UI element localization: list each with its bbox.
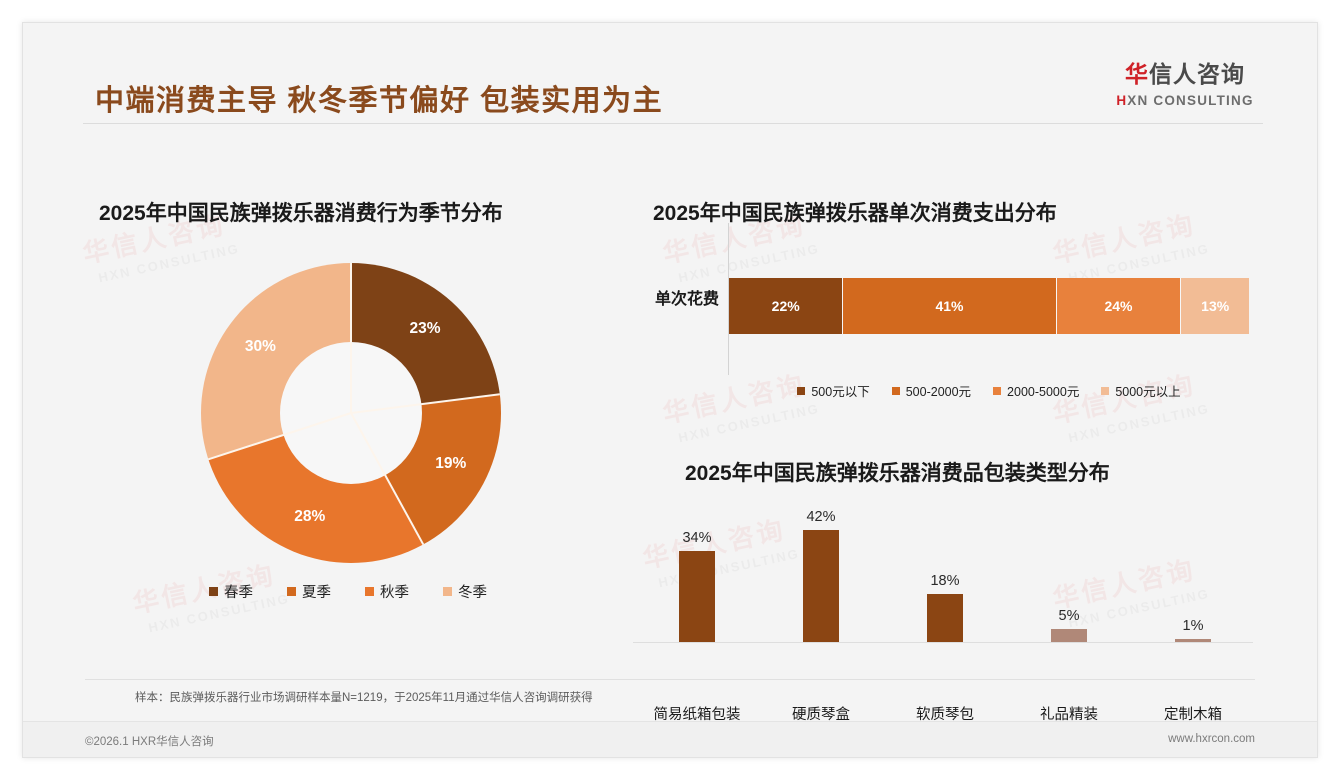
legend-item-autumn: 秋季 (365, 581, 409, 602)
stack-category-label: 单次花费 (654, 291, 719, 308)
legend-label: 夏季 (302, 585, 331, 601)
company-logo: 华信人咨询 HXN CONSULTING (1105, 55, 1265, 108)
column-category-label: 定制木箱 (1164, 707, 1222, 723)
stack-segment-1: 41% (843, 278, 1057, 334)
donut-label-3: 30% (244, 338, 276, 356)
legend-item-over5000: 5000元以上 (1101, 381, 1181, 400)
logo-en-rest: XN CONSULTING (1127, 93, 1254, 108)
legend-swatch-icon (443, 587, 452, 596)
legend-label: 500元以下 (811, 385, 870, 399)
website-link[interactable]: www.hxrcon.com (1168, 733, 1255, 745)
chart-title-seasonal: 2025年中国民族弹拨乐器消费行为季节分布 (99, 202, 503, 225)
legend-item-spring: 春季 (209, 581, 253, 602)
footer-bar: ©2026.1 HXR华信人咨询 www.hxrcon.com (23, 721, 1317, 757)
source-note-text: 样本：民族弹拨乐器行业市场调研样本量N=1219，于2025年11月通过华信人咨… (135, 692, 593, 704)
seasonal-donut-chart: 23% 19% 28% 30% 春季 夏季 秋季 冬季 (83, 233, 613, 633)
header: 中端消费主导 秋冬季节偏好 包装实用为主 华信人咨询 HXN CONSULTIN… (23, 23, 1317, 124)
legend-swatch-icon (287, 587, 296, 596)
column-baseline (633, 642, 1253, 643)
packaging-column-chart: 34% 42% 18% 5% 1% 简易纸箱包装 硬质琴盒 软质琴包 (623, 443, 1263, 723)
legend-label: 5000元以上 (1115, 385, 1181, 399)
column-bar (803, 530, 839, 642)
source-note: 样本：民族弹拨乐器行业市场调研样本量N=1219，于2025年11月通过华信人咨… (85, 679, 1255, 705)
column-value: 18% (930, 573, 960, 589)
stack-segment-0: 22% (729, 278, 844, 334)
stack-segment-2: 24% (1056, 278, 1182, 334)
legend-item-500-2000: 500-2000元 (891, 381, 972, 400)
column-plot-area: 34% 42% 18% 5% 1% 简易纸箱包装 硬质琴盒 软质琴包 (633, 495, 1255, 723)
column-bar (1175, 639, 1211, 642)
donut-separator (350, 263, 352, 413)
logo-en-red: H (1116, 93, 1128, 108)
legend-item-summer: 夏季 (287, 581, 331, 602)
column-group: 1% (1131, 618, 1255, 642)
stacked-bar-legend: 500元以下 500-2000元 2000-5000元 5000元以上 (729, 381, 1249, 400)
spending-stacked-bar-chart: 单次花费 22% 41% 24% 13% 500元以下 500-2000元 20… (623, 223, 1263, 423)
column-group: 42% (759, 509, 883, 642)
legend-swatch-icon (797, 386, 806, 395)
legend-label: 2000-5000元 (1007, 385, 1080, 399)
logo-english: HXN CONSULTING (1105, 93, 1265, 108)
legend-label: 春季 (224, 585, 253, 601)
stacked-bar: 22% 41% 24% 13% (729, 278, 1249, 334)
column-value: 42% (806, 509, 836, 525)
stack-axis-line (728, 223, 729, 375)
donut-legend: 春季 夏季 秋季 冬季 (83, 581, 613, 602)
page-title: 中端消费主导 秋冬季节偏好 包装实用为主 (95, 85, 664, 117)
stack-segment-3: 13% (1181, 278, 1249, 334)
column-bar (679, 551, 715, 642)
column-bar (927, 594, 963, 642)
column-category-label: 礼品精装 (1040, 707, 1098, 723)
legend-label: 500-2000元 (905, 385, 972, 399)
column-category-label: 软质琴包 (916, 707, 974, 723)
logo-chinese: 华信人咨询 (1105, 55, 1265, 89)
column-value: 34% (682, 530, 712, 547)
column-group: 5% (1007, 608, 1131, 642)
donut-ring: 23% 19% 28% 30% (201, 263, 501, 563)
legend-label: 秋季 (380, 585, 409, 601)
legend-label: 冬季 (458, 585, 487, 601)
title-divider (83, 123, 1263, 124)
legend-item-2000-5000: 2000-5000元 (993, 381, 1079, 400)
column-value: 5% (1058, 607, 1080, 624)
slide-canvas: 华信人咨询 HXN CONSULTING 华信人咨询 HXN CONSULTING … (22, 22, 1318, 758)
chart-title-spending: 2025年中国民族弹拨乐器单次消费支出分布 (653, 202, 1057, 225)
legend-item-under500: 500元以下 (797, 381, 870, 400)
logo-cn-red: 华 (1125, 61, 1149, 87)
legend-swatch-icon (1101, 386, 1110, 395)
donut-label-0: 23% (409, 319, 441, 337)
column-group: 34% (635, 530, 759, 642)
chart-title-packaging: 2025年中国民族弹拨乐器消费品包装类型分布 (685, 462, 1110, 485)
legend-swatch-icon (365, 587, 374, 596)
column-group: 18% (883, 573, 1007, 642)
copyright-text: ©2026.1 HXR华信人咨询 (85, 736, 214, 748)
legend-swatch-icon (209, 587, 218, 596)
donut-label-1: 19% (435, 454, 467, 472)
legend-swatch-icon (993, 386, 1002, 395)
legend-item-winter: 冬季 (443, 581, 487, 602)
column-value: 1% (1182, 618, 1204, 634)
logo-cn-rest: 信人咨询 (1149, 61, 1245, 87)
column-category-label: 简易纸箱包装 (653, 707, 741, 723)
column-bar (1051, 628, 1087, 642)
legend-swatch-icon (891, 386, 900, 395)
column-category-label: 硬质琴盒 (792, 707, 850, 723)
donut-label-2: 28% (294, 508, 326, 526)
